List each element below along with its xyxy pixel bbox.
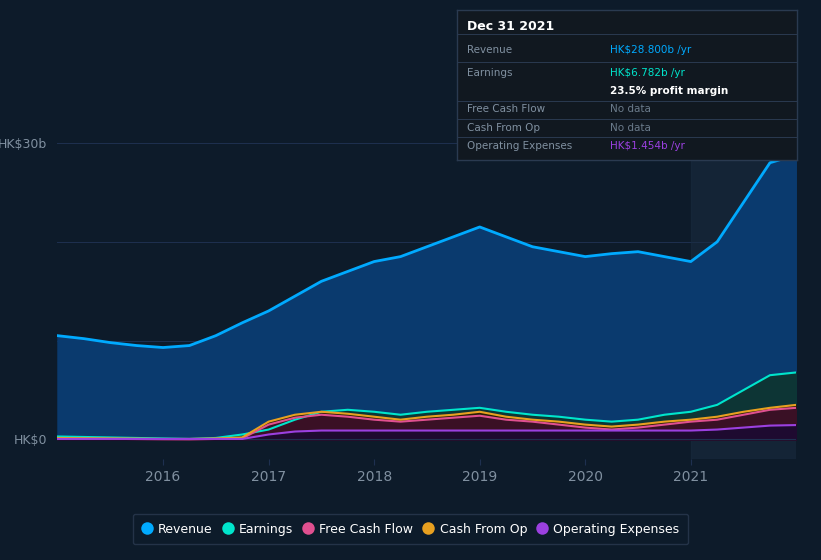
Text: 23.5% profit margin: 23.5% profit margin bbox=[610, 86, 728, 96]
Text: HK$28.800b /yr: HK$28.800b /yr bbox=[610, 45, 691, 55]
Text: Cash From Op: Cash From Op bbox=[467, 123, 540, 133]
Legend: Revenue, Earnings, Free Cash Flow, Cash From Op, Operating Expenses: Revenue, Earnings, Free Cash Flow, Cash … bbox=[133, 514, 688, 544]
Text: Dec 31 2021: Dec 31 2021 bbox=[467, 20, 555, 33]
Text: HK$6.782b /yr: HK$6.782b /yr bbox=[610, 68, 685, 78]
Text: Operating Expenses: Operating Expenses bbox=[467, 141, 573, 151]
Text: No data: No data bbox=[610, 123, 651, 133]
Text: No data: No data bbox=[610, 104, 651, 114]
Text: Free Cash Flow: Free Cash Flow bbox=[467, 104, 546, 114]
Text: HK$1.454b /yr: HK$1.454b /yr bbox=[610, 141, 685, 151]
Text: Revenue: Revenue bbox=[467, 45, 512, 55]
Text: Earnings: Earnings bbox=[467, 68, 513, 78]
Bar bbox=[690, 123, 801, 459]
